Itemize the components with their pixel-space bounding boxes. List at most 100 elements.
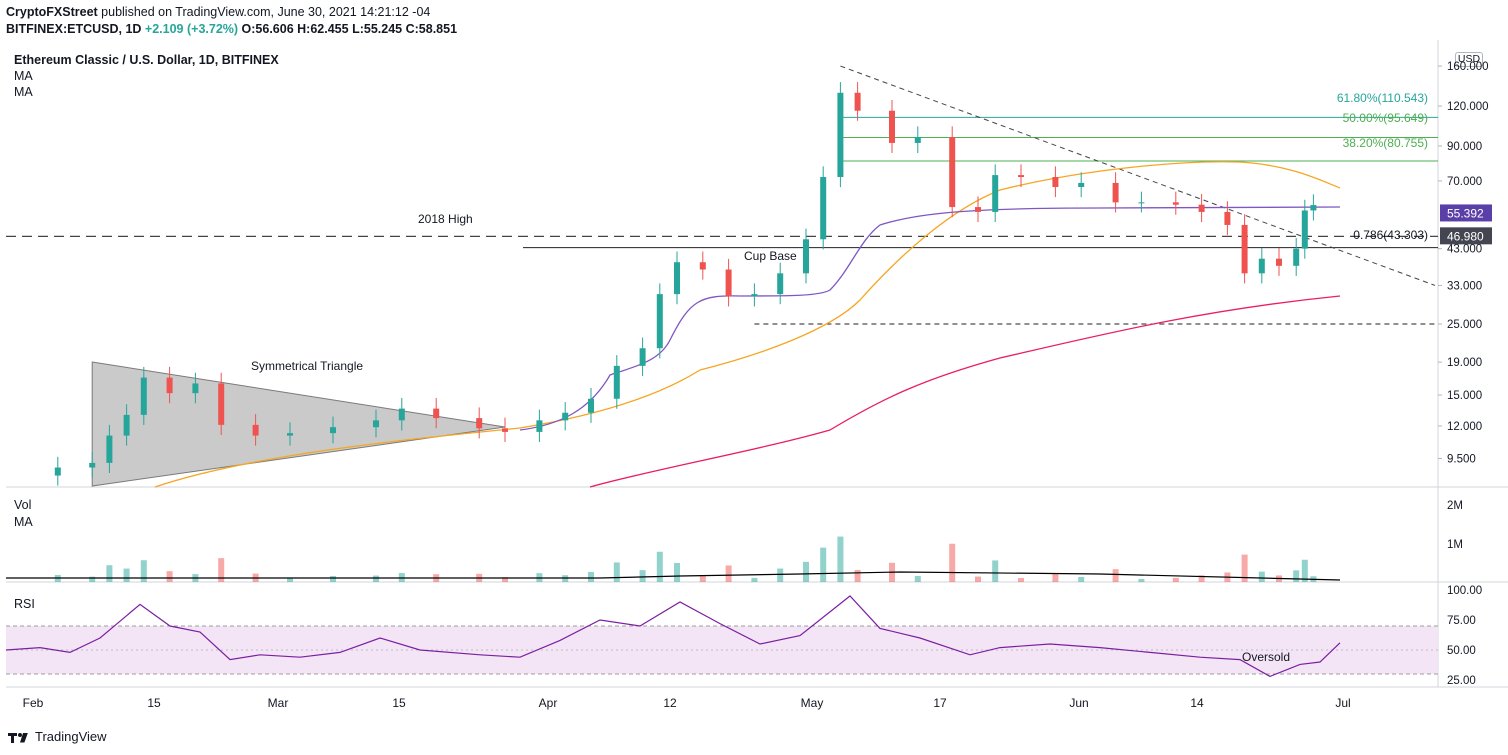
ohlc-high: 62.455 — [310, 22, 349, 36]
footer-brand[interactable]: TradingView — [8, 729, 107, 744]
candle-body — [889, 110, 895, 143]
candle-body — [949, 137, 956, 208]
candle-body — [914, 137, 921, 143]
candle-body — [54, 467, 61, 476]
publisher-name[interactable]: CryptoFXStreet — [6, 5, 98, 19]
symbol-label: BITFINEX:ETCUSD, 1D — [6, 22, 142, 36]
time-tick-label: 12 — [663, 696, 677, 710]
volume-tick-label: 1M — [1447, 539, 1463, 551]
annotation-oversold: Oversold — [1242, 650, 1290, 664]
volume-bar — [1301, 559, 1308, 582]
candle-body — [123, 414, 130, 436]
legend-rsi[interactable]: RSI — [14, 597, 35, 611]
candle-body — [975, 207, 981, 212]
volume-bar — [330, 575, 336, 582]
currency-badge[interactable]: USD — [1455, 52, 1483, 67]
price-badge-dark — [1440, 227, 1492, 245]
time-tick-label: Apr — [539, 696, 558, 710]
volume-tick-label: 2M — [1447, 500, 1463, 512]
volume-bar — [656, 551, 663, 582]
price-tick-label: 33.000 — [1447, 280, 1482, 292]
symmetrical-triangle-shape — [91, 361, 506, 487]
volume-bar — [1198, 575, 1205, 582]
candle-body — [502, 428, 508, 432]
footer-brand-text: TradingView — [35, 729, 107, 744]
volume-bar — [949, 543, 956, 582]
chart-title: Ethereum Classic / U.S. Dollar, 1D, BITF… — [14, 53, 279, 67]
volume-bar — [777, 568, 784, 582]
volume-bar — [502, 577, 508, 582]
candle-body — [674, 262, 680, 295]
legend-vol-ma[interactable]: MA — [14, 515, 33, 529]
legend-vol[interactable]: Vol — [14, 498, 32, 512]
ma-red-line — [589, 295, 1341, 488]
candle-body — [330, 427, 336, 434]
price-tick-label: 15.000 — [1447, 390, 1482, 402]
price-tick-label: 25.000 — [1447, 319, 1482, 331]
volume-bar — [1172, 577, 1179, 582]
candle-body — [1198, 204, 1205, 212]
candle-body — [613, 365, 620, 399]
candle-body — [89, 462, 96, 468]
candle-body — [1138, 202, 1145, 204]
candle-body — [398, 408, 405, 421]
legend-ma-2[interactable]: MA — [14, 85, 33, 99]
price-tick-label: 160.000 — [1447, 61, 1489, 73]
price-tick-label: 12.000 — [1447, 421, 1482, 433]
ohlc-low-key: L: — [352, 22, 364, 36]
volume-bar — [140, 560, 147, 582]
candle-body — [562, 412, 569, 421]
ohlc-open: 56.606 — [255, 22, 294, 36]
candle-body — [854, 92, 861, 111]
annotation-fib-618: 61.80%(110.543) — [1337, 91, 1428, 105]
time-tick-label: May — [801, 696, 824, 710]
legend-ma-1[interactable]: MA — [14, 69, 33, 83]
volume-bar — [89, 576, 96, 582]
ma-purple-line — [519, 206, 1341, 431]
candle-body — [588, 398, 594, 413]
volume-bar — [1018, 578, 1024, 582]
symbol-ohlc-bar: BITFINEX:ETCUSD, 1D +2.109 (+3.72%) O:56… — [6, 22, 457, 36]
candle-body — [1258, 258, 1265, 274]
volume-bar — [613, 562, 620, 582]
candle-body — [373, 420, 379, 428]
candle-body — [433, 408, 440, 419]
price-badge-dark-label: 46.980 — [1447, 229, 1484, 243]
candle-body — [1052, 177, 1059, 188]
candle-body — [1276, 258, 1282, 266]
volume-bar — [1112, 569, 1119, 582]
candle-body — [837, 92, 844, 178]
rsi-tick-label: 100.00 — [1447, 585, 1482, 597]
candle-body — [218, 383, 225, 425]
annotation-fib-50: 50.00%(95.649) — [1343, 111, 1428, 125]
volume-bar — [914, 576, 921, 582]
candle-body — [536, 420, 543, 432]
candle-body — [1310, 205, 1317, 211]
time-tick-label: Jun — [1069, 696, 1088, 710]
candle-body — [777, 273, 784, 295]
candle-body — [1018, 175, 1024, 178]
volume-bar — [1078, 576, 1085, 582]
time-tick-label: Mar — [268, 696, 289, 710]
candle-body — [1293, 248, 1300, 266]
candle-body — [992, 175, 999, 212]
annotation-2018-high: 2018 High — [418, 212, 473, 226]
volume-bar — [803, 561, 809, 582]
price-badge-purple — [1440, 204, 1492, 222]
candle-body — [192, 383, 199, 394]
volume-bar — [1241, 554, 1248, 582]
ohlc-close: 58.851 — [418, 22, 458, 36]
volume-bar — [837, 536, 844, 582]
price-tick-label: 90.000 — [1447, 141, 1482, 153]
candle-body — [166, 377, 173, 394]
candle-body — [639, 348, 646, 366]
annotation-cup-base: Cup Base — [744, 249, 797, 263]
price-tick-label: 19.000 — [1447, 357, 1482, 369]
candle-body — [252, 424, 259, 436]
time-tick-label: 14 — [1190, 696, 1204, 710]
rsi-tick-label: 25.00 — [1447, 675, 1476, 687]
volume-bar — [992, 560, 999, 582]
candle-body — [725, 269, 732, 297]
candle-body — [656, 294, 663, 349]
